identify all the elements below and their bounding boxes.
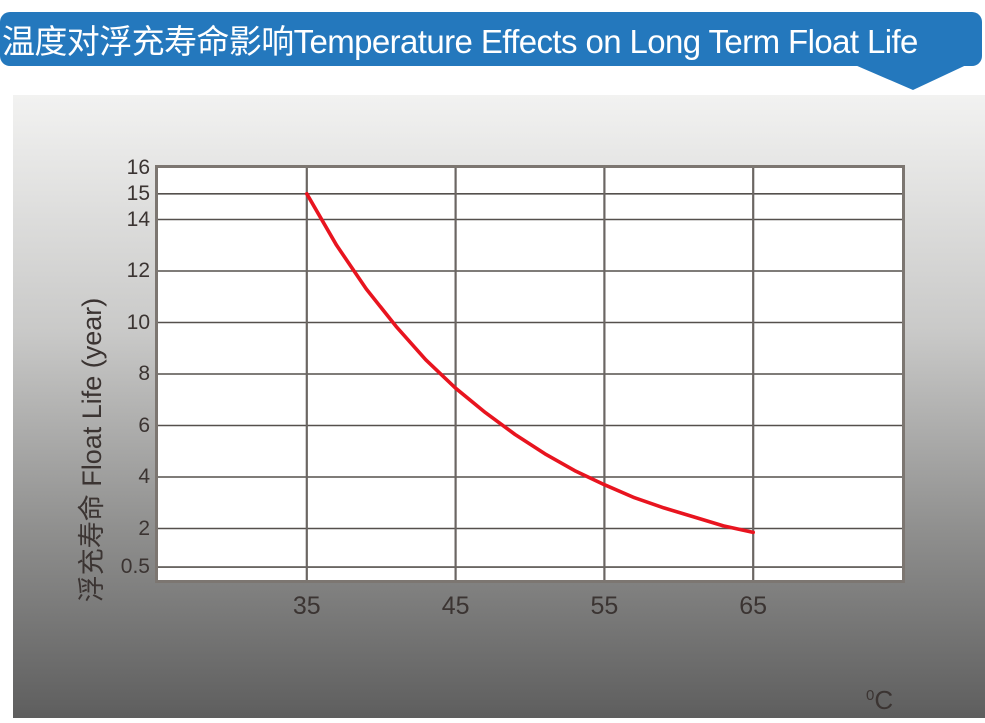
chart-svg [158,168,902,580]
plot-area [155,165,905,583]
unit-superscript: 0 [866,687,875,704]
y-axis-title: 浮充寿命 Float Life (year) [77,297,107,603]
banner-title: 温度对浮充寿命影响Temperature Effects on Long Ter… [2,23,918,60]
unit-base: C [874,685,894,715]
title-banner: 温度对浮充寿命影响Temperature Effects on Long Ter… [0,12,982,66]
x-axis-unit: 0C [866,685,893,716]
banner-tail-shape [848,60,977,90]
float-life-curve [305,192,755,535]
